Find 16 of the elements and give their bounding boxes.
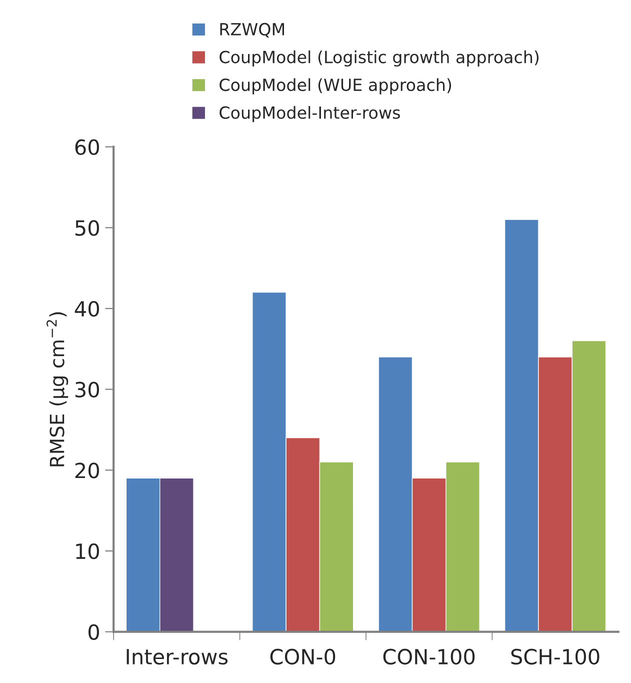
x-tick-label: CON-0 bbox=[270, 648, 336, 665]
y-tick-label: 30 bbox=[75, 382, 99, 398]
y-axis-title: RMSE (µg cm$^{−2}$) bbox=[46, 312, 68, 466]
legend-label: CoupModel (WUE approach) bbox=[220, 78, 452, 94]
x-tick-label: Inter-rows bbox=[126, 649, 228, 665]
x-tick-label: CON-100 bbox=[383, 648, 475, 665]
y-tick-label: 40 bbox=[74, 300, 99, 317]
y-tick-label: 60 bbox=[75, 139, 99, 156]
y-tick-label: 10 bbox=[76, 543, 99, 560]
legend-label: RZWQM bbox=[220, 22, 284, 38]
x-tick-label: SCH-100 bbox=[511, 648, 600, 665]
y-tick-label: 20 bbox=[75, 462, 99, 478]
y-tick-label: 50 bbox=[75, 220, 99, 236]
legend-label: CoupModel (Logistic growth approach) bbox=[220, 50, 539, 67]
legend-label: CoupModel-Inter-rows bbox=[220, 106, 400, 122]
y-tick-label: 0 bbox=[88, 624, 99, 640]
